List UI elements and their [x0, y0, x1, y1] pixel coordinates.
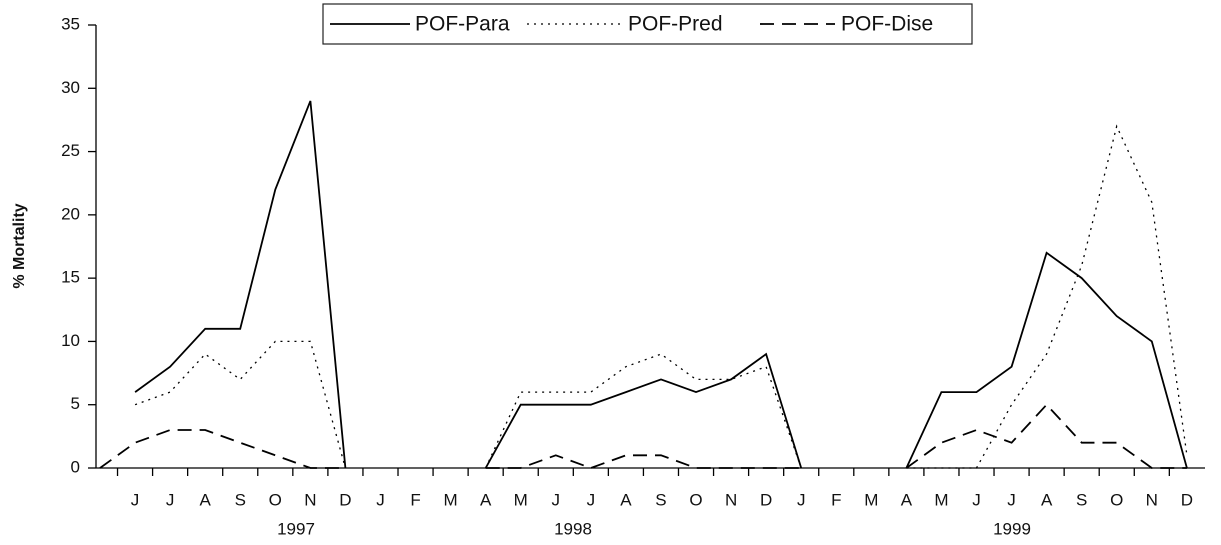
y-tick-label: 25: [61, 141, 80, 160]
x-tick-label: J: [166, 490, 175, 509]
x-tick-label: M: [864, 490, 878, 509]
x-tick-label: M: [934, 490, 948, 509]
x-tick-label: J: [552, 490, 561, 509]
x-tick-label: M: [514, 490, 528, 509]
x-tick-label: F: [831, 490, 841, 509]
x-tick-label: S: [1076, 490, 1087, 509]
legend-box: [322, 3, 973, 45]
year-label: 1997: [277, 519, 315, 538]
y-tick-label: 30: [61, 78, 80, 97]
x-tick-label: J: [1007, 490, 1016, 509]
legend-label: POF-Dise: [841, 13, 933, 36]
y-tick-label: 35: [61, 14, 80, 33]
y-tick-label: 5: [71, 394, 80, 413]
series-line: [99, 403, 1187, 469]
x-tick-label: O: [689, 490, 702, 509]
x-tick-label: F: [410, 490, 420, 509]
x-tick-label: D: [1181, 490, 1193, 509]
x-tick-label: J: [131, 490, 140, 509]
x-tick-label: S: [655, 490, 666, 509]
legend-label: POF-Para: [415, 13, 510, 36]
x-tick-label: N: [1146, 490, 1158, 509]
year-label: 1998: [554, 519, 592, 538]
x-tick-label: J: [587, 490, 596, 509]
legend-label: POF-Pred: [628, 13, 723, 36]
y-tick-label: 15: [61, 268, 80, 287]
x-tick-label: A: [200, 490, 212, 509]
y-tick-label: 20: [61, 204, 80, 223]
x-tick-label: O: [269, 490, 282, 509]
x-tick-label: S: [235, 490, 246, 509]
x-tick-label: A: [620, 490, 632, 509]
x-tick-label: J: [797, 490, 806, 509]
series-line: [134, 124, 1188, 469]
x-tick-label: D: [339, 490, 351, 509]
x-tick-label: A: [901, 490, 913, 509]
y-tick-label: 0: [71, 457, 80, 476]
x-tick-label: J: [972, 490, 981, 509]
x-tick-label: J: [376, 490, 385, 509]
x-tick-label: D: [760, 490, 772, 509]
x-tick-label: M: [444, 490, 458, 509]
x-tick-label: A: [480, 490, 492, 509]
year-label: 1999: [993, 519, 1031, 538]
x-tick-label: A: [1041, 490, 1053, 509]
y-axis-label: % Mortality: [11, 203, 28, 288]
x-tick-label: O: [1110, 490, 1123, 509]
y-tick-label: 10: [61, 331, 80, 350]
x-tick-label: N: [725, 490, 737, 509]
x-tick-label: N: [304, 490, 316, 509]
series-line: [134, 100, 1188, 469]
